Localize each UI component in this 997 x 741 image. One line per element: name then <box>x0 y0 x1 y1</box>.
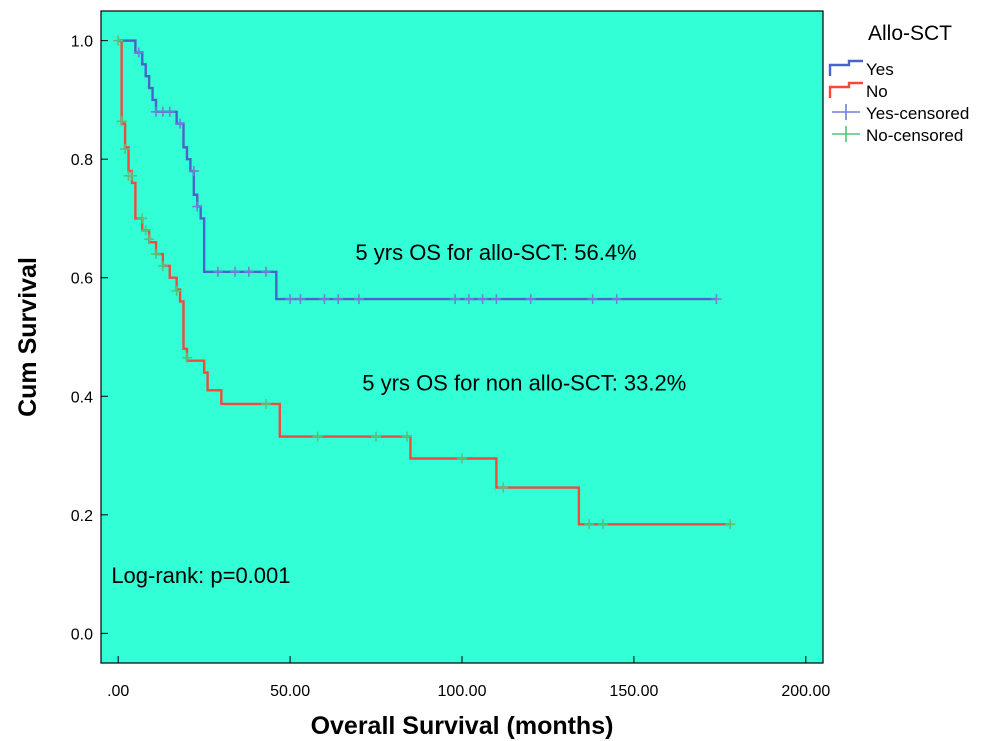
censor-mark-yes <box>333 294 344 305</box>
legend-swatch <box>828 59 863 76</box>
censor-mark-no <box>725 519 736 530</box>
censor-mark-yes <box>450 294 461 305</box>
x-tick-label: .00 <box>107 683 129 700</box>
legend-label: No-censored <box>866 126 963 145</box>
censor-mark-yes <box>230 266 241 277</box>
axis-ticks: .00 50.00 100.00 150.00 200.00 0.0 0.2 0.4 0.6 0.… <box>71 34 831 700</box>
censor-mark-no <box>312 431 323 442</box>
y-axis-title: Cum Survival <box>14 257 42 417</box>
censor-marks <box>113 35 736 530</box>
annotation: Log-rank: p=0.001 <box>111 563 290 588</box>
x-axis-title: Overall Survival (months) <box>311 712 614 740</box>
legend-title: Allo-SCT <box>868 22 952 45</box>
censor-mark-yes <box>133 47 144 58</box>
censor-mark-yes <box>525 294 536 305</box>
y-tick-label: 0.2 <box>71 508 93 525</box>
censor-mark-yes <box>188 166 199 177</box>
x-tick-label: 200.00 <box>781 683 830 700</box>
censor-mark-yes <box>164 106 175 117</box>
censor-mark-no <box>401 431 412 442</box>
annotation: 5 yrs OS for allo-SCT: 56.4% <box>355 240 636 265</box>
x-tick-label: 100.00 <box>438 683 487 700</box>
censor-mark-no <box>261 398 272 409</box>
censor-mark-no <box>371 431 382 442</box>
plot-area <box>100 10 824 664</box>
censor-mark-no <box>116 116 127 127</box>
censor-mark-no <box>126 170 137 181</box>
y-tick-label: 0.8 <box>71 152 93 169</box>
censor-mark-no <box>498 482 509 493</box>
y-tick-label: 0.0 <box>71 626 93 643</box>
censor-mark-yes <box>192 201 203 212</box>
censor-mark-yes <box>243 266 254 277</box>
curve-yes <box>118 39 717 301</box>
censor-mark-yes <box>611 294 622 305</box>
censor-mark-yes <box>175 118 186 129</box>
censor-mark-yes <box>711 294 722 305</box>
legend-items: Yes No Yes-censored No-censored <box>828 59 969 145</box>
legend-label: No <box>866 82 888 101</box>
censor-mark-no <box>584 519 595 530</box>
censor-mark-yes <box>295 294 306 305</box>
censor-mark-yes <box>212 266 223 277</box>
censor-mark-no <box>181 352 192 363</box>
legend-label: Yes <box>866 60 894 79</box>
censor-mark-no <box>144 234 155 245</box>
annotation: 5 yrs OS for non allo-SCT: 33.2% <box>362 370 686 395</box>
censor-mark-no <box>151 249 162 260</box>
censor-mark-no <box>120 144 131 155</box>
censor-mark-no <box>137 213 148 224</box>
censor-mark-yes <box>353 294 364 305</box>
y-tick-label: 0.6 <box>71 271 93 288</box>
censor-mark-yes <box>463 294 474 305</box>
censor-mark-yes <box>477 294 488 305</box>
censor-mark-no <box>157 260 168 271</box>
censor-mark-yes <box>587 294 598 305</box>
censor-mark-yes <box>261 266 272 277</box>
legend: Allo-SCT Yes No Yes-censored No-censored <box>828 22 969 145</box>
censor-mark-yes <box>491 294 502 305</box>
y-tick-label: 1.0 <box>71 34 93 51</box>
censor-mark-yes <box>285 294 296 305</box>
legend-label: Yes-censored <box>866 104 969 123</box>
censor-mark-yes <box>319 294 330 305</box>
censor-mark-no <box>113 35 124 46</box>
legend-swatch <box>832 104 860 120</box>
annotations: 5 yrs OS for allo-SCT: 56.4% 5 yrs OS for… <box>111 240 686 588</box>
legend-swatch <box>832 126 860 142</box>
legend-swatch <box>828 81 863 98</box>
y-tick-label: 0.4 <box>71 389 93 406</box>
censor-mark-no <box>597 519 608 530</box>
x-tick-label: 150.00 <box>609 683 658 700</box>
censor-mark-no <box>171 285 182 296</box>
x-tick-label: 50.00 <box>270 683 310 700</box>
censor-mark-no <box>140 225 151 236</box>
censor-mark-no <box>457 453 467 464</box>
